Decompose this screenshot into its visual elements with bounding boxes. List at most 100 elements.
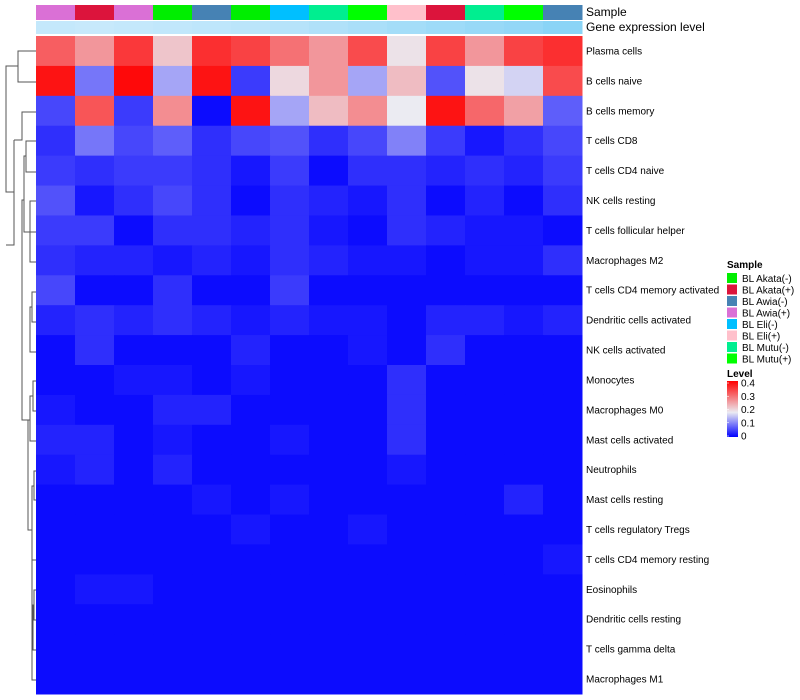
heatmap-cell <box>75 245 115 276</box>
heatmap-cell <box>543 604 583 635</box>
sample-legend-swatch <box>727 296 737 306</box>
row-label: B cells naive <box>586 76 643 87</box>
level-legend-title: Level <box>727 369 753 380</box>
heatmap-cell <box>426 514 466 545</box>
row-label: T cells CD8 <box>586 136 638 147</box>
sample-annotation-cell <box>231 5 271 20</box>
row-label: B cells memory <box>586 106 654 117</box>
heatmap-cell <box>543 365 583 396</box>
heatmap-cell <box>153 305 193 336</box>
heatmap-cell <box>192 634 232 665</box>
heatmap-cell <box>270 454 310 486</box>
heatmap-cell <box>426 544 466 575</box>
heatmap-cell <box>36 365 76 396</box>
heatmap-cell <box>231 394 271 426</box>
heatmap-cell <box>75 514 115 545</box>
heatmap-cell <box>231 245 271 276</box>
heatmap-cell <box>75 125 115 157</box>
heatmap-cell <box>348 365 388 396</box>
heatmap-cell <box>114 155 154 187</box>
heatmap-cell <box>153 394 193 426</box>
heatmap-cell <box>426 634 466 665</box>
heatmap-cell <box>270 155 310 187</box>
heatmap-cell <box>36 604 76 635</box>
heatmap-cell <box>270 185 310 216</box>
heatmap-cell <box>504 215 544 246</box>
heatmap-cell <box>192 365 232 396</box>
heatmap-cell <box>192 95 232 127</box>
heatmap-cell <box>270 36 310 67</box>
heatmap-cell <box>75 155 115 187</box>
heatmap-cell <box>192 454 232 486</box>
heatmap-cell <box>543 634 583 665</box>
heatmap-cell <box>114 305 154 336</box>
heatmap-cell <box>426 335 466 366</box>
sample-annotation-cell <box>114 5 154 20</box>
heatmap-cell <box>153 36 193 67</box>
heatmap-cell <box>231 454 271 486</box>
sample-legend-label: BL Mutu(-) <box>742 343 789 354</box>
heatmap-cell <box>192 394 232 426</box>
heatmap-cell <box>36 95 76 127</box>
heatmap-cell <box>348 544 388 575</box>
heatmap-cell <box>153 664 193 695</box>
heatmap-cell <box>153 574 193 605</box>
heatmap-cell <box>36 424 76 456</box>
heatmap-cell <box>75 335 115 366</box>
heatmap-cell <box>309 185 349 216</box>
heatmap-cell <box>192 305 232 336</box>
heatmap-cell <box>231 424 271 456</box>
row-label: Mast cells resting <box>586 495 663 506</box>
heatmap-cell <box>153 335 193 366</box>
heatmap-cell <box>192 65 232 97</box>
heatmap-cell <box>231 574 271 605</box>
row-label: Macrophages M2 <box>586 256 664 267</box>
heatmap-cell <box>114 36 154 67</box>
heatmap-cell <box>504 394 544 426</box>
heatmap-cell <box>153 454 193 486</box>
heatmap-cell <box>231 335 271 366</box>
row-label: T cells CD4 memory activated <box>586 286 719 297</box>
sample-legend-swatch <box>727 353 737 364</box>
sample-legend-swatch <box>727 307 737 318</box>
heatmap-cell <box>348 424 388 456</box>
heatmap-cell <box>465 484 505 516</box>
heatmap-cell <box>153 514 193 545</box>
heatmap-cell <box>348 65 388 97</box>
heatmap-cells <box>36 36 583 695</box>
heatmap-cell <box>192 544 232 575</box>
heatmap-cell <box>387 65 427 97</box>
heatmap-cell <box>153 125 193 157</box>
heatmap-cell <box>387 484 427 516</box>
heatmap-cell <box>348 36 388 67</box>
heatmap-cell <box>309 125 349 157</box>
heatmap-cell <box>75 394 115 426</box>
heatmap-cell <box>231 544 271 575</box>
heatmap-cell <box>465 245 505 276</box>
row-label: Macrophages M0 <box>586 405 664 416</box>
heatmap-cell <box>348 275 388 306</box>
heatmap-cell <box>192 36 232 67</box>
heatmap-cell <box>270 245 310 276</box>
heatmap-cell <box>504 335 544 366</box>
heatmap-cell <box>426 574 466 605</box>
row-label: T cells CD4 memory resting <box>586 555 709 566</box>
heatmap-cell <box>270 275 310 306</box>
heatmap-cell <box>348 155 388 187</box>
heatmap-cell <box>387 275 427 306</box>
sample-legend-label: BL Eli(-) <box>742 320 778 331</box>
heatmap-cell <box>387 95 427 127</box>
heatmap-cell <box>348 215 388 246</box>
heatmap-cell <box>153 215 193 246</box>
heatmap-cell <box>426 664 466 695</box>
heatmap-cell <box>270 514 310 545</box>
heatmap-cell <box>270 484 310 516</box>
expression-annotation-cell <box>309 21 349 34</box>
row-label: Mast cells activated <box>586 435 673 446</box>
level-tick-label: 0 <box>741 432 747 443</box>
heatmap-cell <box>309 664 349 695</box>
heatmap-cell <box>114 454 154 486</box>
heatmap-cell <box>387 125 427 157</box>
heatmap-cell <box>465 335 505 366</box>
heatmap-cell <box>465 305 505 336</box>
